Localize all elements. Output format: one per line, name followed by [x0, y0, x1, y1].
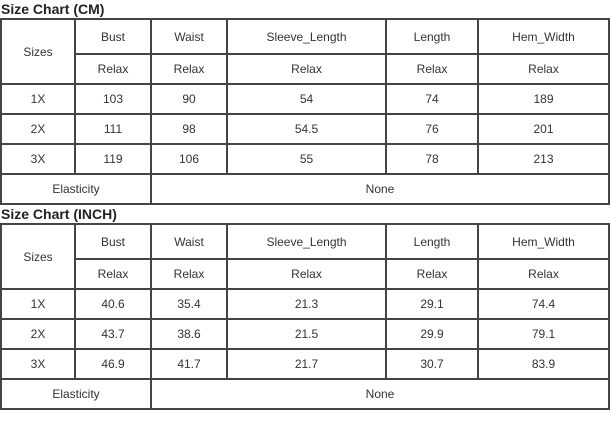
- fit-cell: Relax: [150, 53, 228, 85]
- value-cell: 54: [226, 83, 387, 115]
- column-header: Length: [385, 223, 479, 260]
- elasticity-row: Elasticity None: [0, 173, 610, 205]
- column-header: Waist: [150, 223, 228, 260]
- value-cell: 90: [150, 83, 228, 115]
- elasticity-value: None: [150, 173, 610, 205]
- size-cell: 3X: [0, 348, 76, 380]
- size-cell: 1X: [0, 288, 76, 320]
- column-header: Hem_Width: [477, 18, 610, 55]
- fit-cell: Relax: [477, 258, 610, 290]
- value-cell: 74: [385, 83, 479, 115]
- size-chart-title: Size Chart (INCH): [1, 206, 117, 222]
- header-row: Sizes Bust Waist Sleeve_Length Length Hem_Wid…: [0, 223, 610, 290]
- value-cell: 41.7: [150, 348, 228, 380]
- fit-cell: Relax: [226, 258, 387, 290]
- fit-cell: Relax: [226, 53, 387, 85]
- elasticity-row: Elasticity None: [0, 378, 610, 410]
- value-cell: 55: [226, 143, 387, 175]
- value-cell: 76: [385, 113, 479, 145]
- value-cell: 83.9: [477, 348, 610, 380]
- fit-cell: Relax: [150, 258, 228, 290]
- fit-cell: Relax: [477, 53, 610, 85]
- table-row: 3X 46.9 41.7 21.7 30.7 83.9: [0, 348, 610, 380]
- column-header: Waist: [150, 18, 228, 55]
- value-cell: 40.6: [74, 288, 152, 320]
- value-cell: 201: [477, 113, 610, 145]
- value-cell: 103: [74, 83, 152, 115]
- table-row: 2X 111 98 54.5 76 201: [0, 113, 610, 145]
- column-header: Bust: [74, 223, 152, 260]
- table-row: 3X 119 106 55 78 213: [0, 143, 610, 175]
- elasticity-label: Elasticity: [0, 173, 152, 205]
- value-cell: 21.3: [226, 288, 387, 320]
- value-cell: 74.4: [477, 288, 610, 320]
- header-row: Sizes Bust Waist Sleeve_Length Length Hem_Wid…: [0, 18, 610, 85]
- value-cell: 35.4: [150, 288, 228, 320]
- elasticity-value: None: [150, 378, 610, 410]
- size-cell: 1X: [0, 83, 76, 115]
- value-cell: 213: [477, 143, 610, 175]
- column-header: Hem_Width: [477, 223, 610, 260]
- fit-cell: Relax: [385, 258, 479, 290]
- value-cell: 46.9: [74, 348, 152, 380]
- value-cell: 21.5: [226, 318, 387, 350]
- size-chart-title: Size Chart (CM): [1, 1, 105, 17]
- sizes-header: Sizes: [0, 223, 76, 290]
- fit-cell: Relax: [385, 53, 479, 85]
- value-cell: 98: [150, 113, 228, 145]
- fit-row: Relax Relax Relax Relax Relax: [1, 53, 610, 85]
- table-row: 1X 103 90 54 74 189: [0, 83, 610, 115]
- value-cell: 38.6: [150, 318, 228, 350]
- fit-cell: Relax: [74, 53, 152, 85]
- size-cell: 2X: [0, 113, 76, 145]
- value-cell: 30.7: [385, 348, 479, 380]
- elasticity-label: Elasticity: [0, 378, 152, 410]
- table-row: 1X 40.6 35.4 21.3 29.1 74.4: [0, 288, 610, 320]
- value-cell: 106: [150, 143, 228, 175]
- value-cell: 119: [74, 143, 152, 175]
- table-row: 2X 43.7 38.6 21.5 29.9 79.1: [0, 318, 610, 350]
- value-cell: 189: [477, 83, 610, 115]
- size-cell: 3X: [0, 143, 76, 175]
- fit-row: Relax Relax Relax Relax Relax: [1, 258, 610, 290]
- value-cell: 54.5: [226, 113, 387, 145]
- size-cell: 2X: [0, 318, 76, 350]
- value-cell: 79.1: [477, 318, 610, 350]
- value-cell: 43.7: [74, 318, 152, 350]
- value-cell: 29.9: [385, 318, 479, 350]
- value-cell: 21.7: [226, 348, 387, 380]
- value-cell: 29.1: [385, 288, 479, 320]
- size-chart-table: Sizes Bust Waist Sleeve_Length Length Hem_Wid…: [0, 18, 610, 205]
- value-cell: 78: [385, 143, 479, 175]
- column-header: Sleeve_Length: [226, 18, 387, 55]
- size-chart-table: Sizes Bust Waist Sleeve_Length Length Hem_Wid…: [0, 223, 610, 410]
- value-cell: 111: [74, 113, 152, 145]
- column-header: Sleeve_Length: [226, 223, 387, 260]
- column-header: Length: [385, 18, 479, 55]
- fit-cell: Relax: [74, 258, 152, 290]
- sizes-header: Sizes: [0, 18, 76, 85]
- column-header: Bust: [74, 18, 152, 55]
